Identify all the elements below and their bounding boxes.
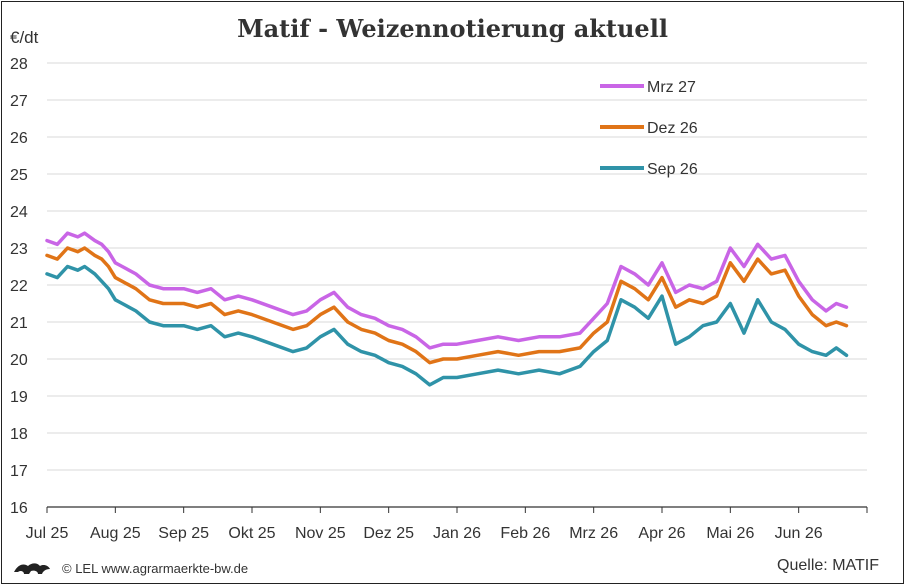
legend: Mrz 27 Dez 26 Sep 26 <box>600 79 698 178</box>
y-axis-unit-label: €/dt <box>10 28 39 47</box>
y-tick-label-27: 27 <box>10 93 28 110</box>
footer-credit: © LEL www.agrarmaerkte-bw.de <box>12 560 248 576</box>
x-tick-label-10: Mai 26 <box>706 525 754 542</box>
y-tick-label-25: 25 <box>10 167 28 184</box>
lion-logo-icon <box>14 563 50 574</box>
y-tick-label-16: 16 <box>10 500 28 517</box>
y-tick-label-21: 21 <box>10 315 28 332</box>
x-tick-label-4: Nov 25 <box>295 525 346 542</box>
chart-title: Matif - Weizennotierung aktuell <box>237 14 668 43</box>
y-tick-label-18: 18 <box>10 426 28 443</box>
y-tick-label-20: 20 <box>10 352 28 369</box>
series-line-1 <box>45 246 849 365</box>
source-text: Quelle: MATIF <box>777 557 879 574</box>
x-tick-label-6: Jan 26 <box>433 525 481 542</box>
y-tick-label-28: 28 <box>10 56 28 73</box>
y-tick-label-23: 23 <box>10 241 28 258</box>
legend-label-0: Mrz 27 <box>647 79 696 96</box>
x-tick-label-7: Feb 26 <box>500 525 550 542</box>
x-tick-label-3: Okt 25 <box>228 525 275 542</box>
grid-lines <box>47 62 867 471</box>
series-line-2 <box>45 264 849 387</box>
y-tick-label-24: 24 <box>10 204 28 221</box>
y-axis: 16 17 18 19 20 21 22 23 24 25 26 27 28 <box>10 56 28 517</box>
copyright-text: © LEL www.agrarmaerkte-bw.de <box>62 560 249 576</box>
x-tick-label-8: Mrz 26 <box>569 525 618 542</box>
y-tick-label-26: 26 <box>10 130 28 147</box>
x-tick-label-0: Jul 25 <box>26 525 69 542</box>
y-tick-label-22: 22 <box>10 278 28 295</box>
y-tick-label-19: 19 <box>10 389 28 406</box>
series-lines <box>45 231 849 387</box>
legend-label-2: Sep 26 <box>647 161 698 178</box>
x-tick-label-9: Apr 26 <box>638 525 685 542</box>
legend-label-1: Dez 26 <box>647 120 698 137</box>
x-tick-label-2: Sep 25 <box>158 525 209 542</box>
x-tick-label-11: Jun 26 <box>775 525 823 542</box>
x-axis: Jul 25 Aug 25 Sep 25 Okt 25 Nov 25 Dez 25 Jan … <box>26 506 868 542</box>
x-tick-label-1: Aug 25 <box>90 525 141 542</box>
y-tick-label-17: 17 <box>10 463 28 480</box>
series-line-0 <box>45 231 849 350</box>
x-tick-label-5: Dez 25 <box>363 525 414 542</box>
